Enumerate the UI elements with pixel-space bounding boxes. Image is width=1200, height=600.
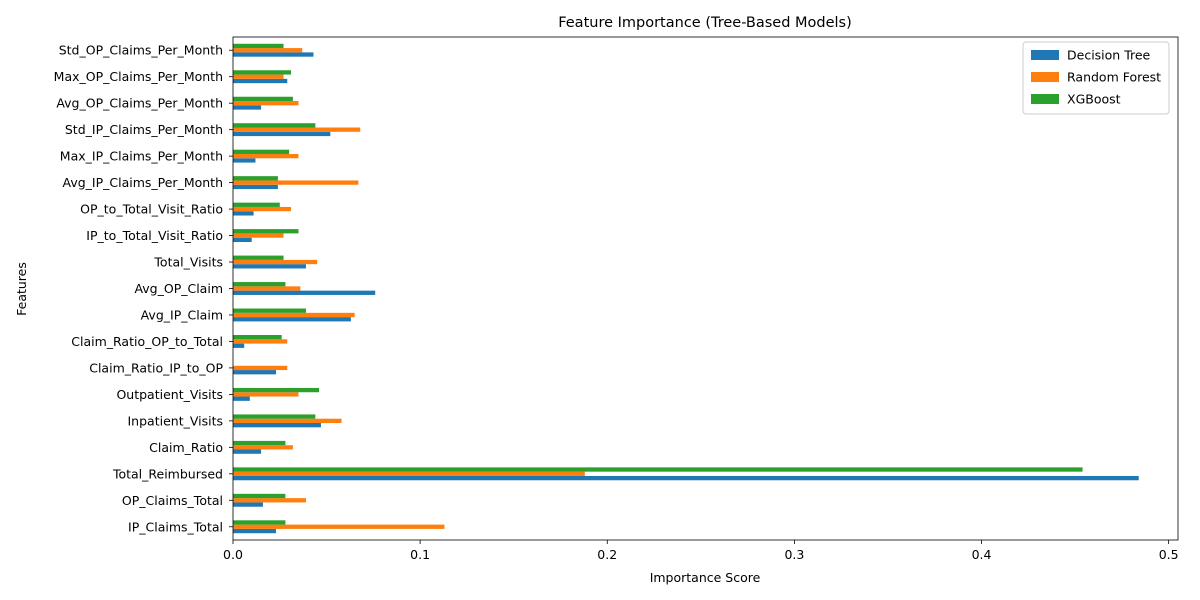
y-tick-label: Total_Reimbursed — [112, 466, 223, 481]
bar-xgboost-op_claims_total — [233, 493, 286, 499]
x-tick-label: 0.5 — [1159, 547, 1179, 562]
y-tick-label: Inpatient_Visits — [128, 413, 224, 428]
x-tick-label: 0.4 — [972, 547, 992, 562]
bar-random-forest-max_ip_claims_per_month — [233, 153, 299, 159]
y-tick-label: Avg_OP_Claim — [134, 281, 223, 296]
bar-random-forest-std_op_claims_per_month — [233, 48, 303, 53]
bar-random-forest-total_reimbursed — [233, 471, 585, 476]
bar-decision-tree-max_ip_claims_per_month — [233, 158, 256, 163]
y-tick-label: Claim_Ratio_OP_to_Total — [71, 334, 223, 349]
bar-random-forest-ip_to_total_visit_ratio — [233, 233, 284, 238]
bar-decision-tree-avg_ip_claim — [233, 317, 351, 322]
y-tick-label: Claim_Ratio — [149, 440, 223, 455]
y-tick-label: Total_Visits — [153, 255, 223, 270]
bar-random-forest-avg_ip_claims_per_month — [233, 180, 359, 185]
bar-decision-tree-max_op_claims_per_month — [233, 78, 288, 84]
bar-decision-tree-total_visits — [233, 264, 306, 269]
y-tick-label: Avg_OP_Claims_Per_Month — [56, 96, 223, 111]
chart-title: Feature Importance (Tree-Based Models) — [558, 15, 852, 31]
bar-xgboost-avg_ip_claim — [233, 308, 306, 313]
legend: Decision Tree Random Forest XGBoost — [1022, 41, 1170, 115]
bar-xgboost-avg_op_claims_per_month — [233, 96, 293, 102]
bar-random-forest-avg_ip_claim — [233, 312, 355, 318]
bar-decision-tree-claim_ratio_ip_to_op — [233, 370, 277, 375]
legend-swatch-xgboost — [1031, 94, 1059, 104]
y-tick-label: Claim_Ratio_IP_to_OP — [89, 360, 223, 375]
bar-decision-tree-avg_op_claims_per_month — [233, 105, 262, 110]
y-tick-label: Max_OP_Claims_Per_Month — [54, 69, 223, 84]
legend-box — [1022, 41, 1170, 115]
legend-swatch-random-forest — [1031, 72, 1059, 82]
bar-decision-tree-std_ip_claims_per_month — [233, 131, 331, 137]
bar-random-forest-op_to_total_visit_ratio — [233, 206, 292, 212]
legend-label-xgboost: XGBoost — [1067, 92, 1121, 107]
bar-decision-tree-std_op_claims_per_month — [233, 52, 314, 57]
bar-xgboost-avg_op_claim — [233, 282, 286, 287]
bar-decision-tree-inpatient_visits — [233, 423, 321, 428]
bar-xgboost-total_visits — [233, 255, 284, 260]
y-tick-label: Std_OP_Claims_Per_Month — [59, 43, 223, 58]
bar-decision-tree-avg_op_claim — [233, 290, 376, 295]
bar-decision-tree-op_to_total_visit_ratio — [233, 211, 254, 216]
bar-xgboost-ip_to_total_visit_ratio — [233, 229, 299, 234]
bar-xgboost-avg_ip_claims_per_month — [233, 176, 278, 181]
bar-random-forest-avg_op_claim — [233, 286, 301, 291]
bar-random-forest-total_visits — [233, 259, 318, 265]
y-tick-label: OP_Claims_Total — [122, 493, 223, 508]
axes-layer: Std_OP_Claims_Per_Month Max_OP_Claims_Per… — [54, 36, 1179, 562]
y-tick-label: IP_Claims_Total — [128, 519, 223, 534]
bar-random-forest-claim_ratio_op_to_total — [233, 339, 288, 344]
bar-xgboost-claim_ratio_op_to_total — [233, 334, 282, 340]
bar-random-forest-max_op_claims_per_month — [233, 74, 284, 79]
y-tick-label: Max_IP_Claims_Per_Month — [60, 149, 223, 164]
y-tick-label: IP_to_Total_Visit_Ratio — [86, 228, 223, 243]
bar-decision-tree-op_claims_total — [233, 502, 263, 507]
bar-decision-tree-total_reimbursed — [233, 475, 1139, 481]
bar-xgboost-outpatient_visits — [233, 387, 320, 393]
bar-decision-tree-ip_to_total_visit_ratio — [233, 237, 252, 243]
legend-label-random-forest: Random Forest — [1067, 70, 1161, 85]
legend-swatch-decision-tree — [1031, 50, 1059, 60]
x-tick-label: 0.2 — [597, 547, 617, 562]
bar-decision-tree-ip_claims_total — [233, 528, 277, 534]
bar-random-forest-claim_ratio — [233, 445, 293, 450]
bar-xgboost-inpatient_visits — [233, 414, 316, 419]
bar-xgboost-max_op_claims_per_month — [233, 70, 292, 75]
y-tick-label: Std_IP_Claims_Per_Month — [65, 122, 223, 137]
legend-label-decision-tree: Decision Tree — [1067, 48, 1151, 63]
x-axis-title: Importance Score — [650, 570, 761, 585]
bar-decision-tree-outpatient_visits — [233, 396, 250, 401]
plot-frame — [232, 36, 1179, 541]
y-tick-label: Avg_IP_Claim — [141, 307, 223, 322]
y-tick-label: OP_to_Total_Visit_Ratio — [80, 202, 223, 217]
bar-decision-tree-claim_ratio_op_to_total — [233, 343, 245, 348]
x-tick-label: 0.1 — [410, 547, 430, 562]
y-axis-title: Features — [14, 262, 29, 316]
bar-decision-tree-claim_ratio — [233, 449, 262, 454]
bar-xgboost-claim_ratio — [233, 440, 286, 446]
bar-random-forest-std_ip_claims_per_month — [233, 127, 361, 132]
bar-xgboost-max_ip_claims_per_month — [233, 149, 290, 154]
bar-random-forest-outpatient_visits — [233, 392, 299, 397]
bar-random-forest-op_claims_total — [233, 498, 306, 503]
x-tick-label: 0.3 — [784, 547, 804, 562]
bar-random-forest-inpatient_visits — [233, 418, 342, 424]
bar-random-forest-ip_claims_total — [233, 524, 445, 529]
y-tick-label: Avg_IP_Claims_Per_Month — [63, 175, 224, 190]
bar-xgboost-total_reimbursed — [233, 467, 1083, 472]
y-tick-label: Outpatient_Visits — [116, 387, 223, 402]
bar-random-forest-claim_ratio_ip_to_op — [233, 365, 288, 371]
bar-xgboost-std_op_claims_per_month — [233, 43, 284, 49]
bar-random-forest-avg_op_claims_per_month — [233, 101, 299, 106]
x-tick-label: 0.0 — [223, 547, 243, 562]
bar-xgboost-op_to_total_visit_ratio — [233, 202, 280, 207]
bars-layer — [233, 43, 1139, 534]
bar-xgboost-ip_claims_total — [233, 520, 286, 525]
bar-xgboost-std_ip_claims_per_month — [233, 123, 316, 128]
bar-decision-tree-avg_ip_claims_per_month — [233, 184, 278, 190]
